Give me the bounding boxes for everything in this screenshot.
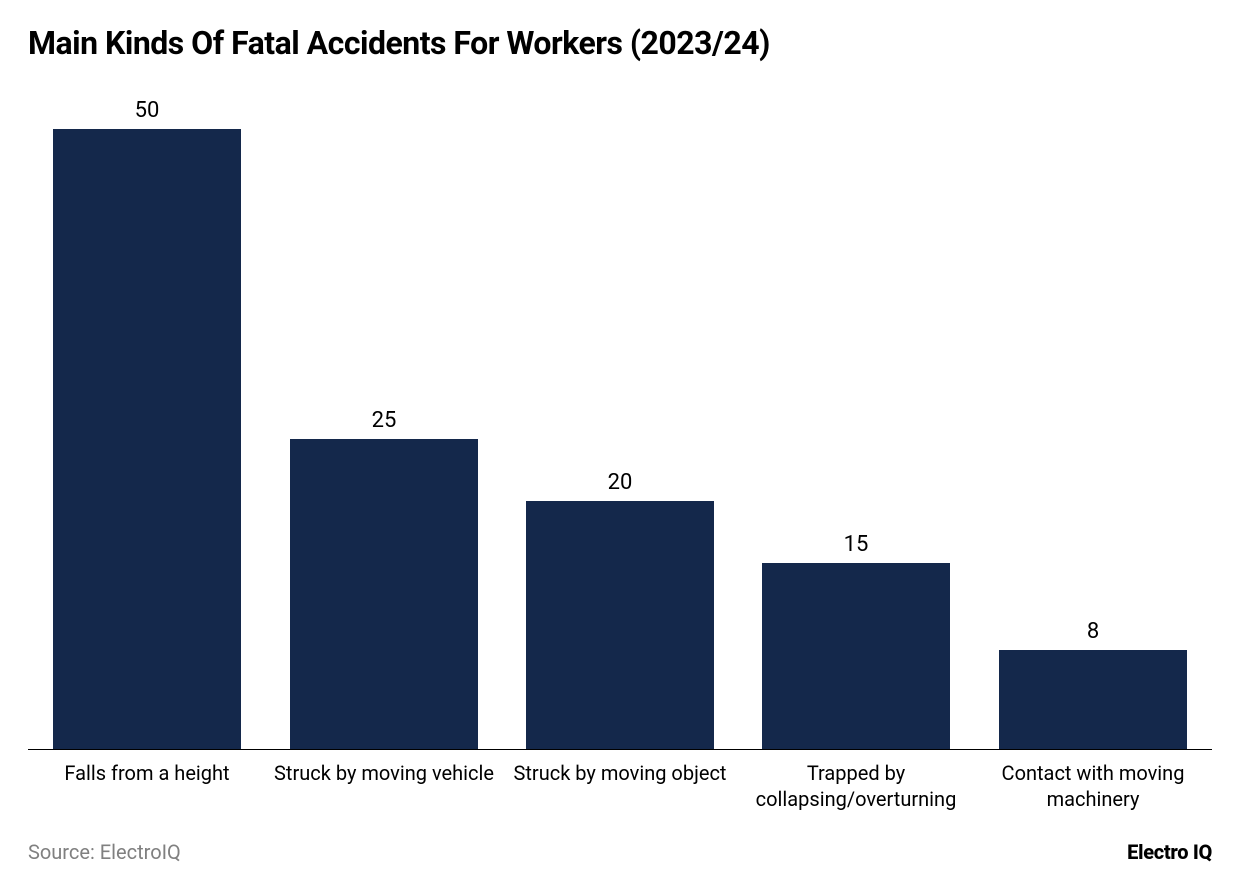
brand-logo-text: Electro IQ [1127,840,1212,864]
bar-group-2: 20 [526,470,714,749]
bar-group-0: 50 [53,98,241,749]
bar-group-4: 8 [999,619,1187,749]
bar-value-label: 15 [844,532,869,557]
chart-title: Main Kinds Of Fatal Accidents For Worker… [28,24,1212,62]
source-attribution: Source: ElectroIQ [28,840,181,864]
chart-plot-area: 50 25 20 15 8 [28,90,1212,750]
x-label-1: Struck by moving vehicle [266,760,503,786]
chart-baseline: 50 25 20 15 8 [28,90,1212,750]
bar-rect [762,563,950,749]
x-label-4: Contact with moving machinery [975,760,1212,812]
bar-value-label: 50 [135,98,160,123]
bar-rect [526,501,714,749]
x-label-3: Trapped by collapsing/overturning [738,760,975,812]
bar-rect [290,439,478,749]
bar-group-3: 15 [762,532,950,749]
bar-group-1: 25 [290,408,478,749]
bar-value-label: 20 [608,470,633,495]
bar-rect [999,650,1187,749]
bar-value-label: 8 [1087,619,1099,644]
chart-footer: Source: ElectroIQ Electro IQ [28,840,1212,864]
x-label-0: Falls from a height [29,760,266,786]
bar-value-label: 25 [372,408,397,433]
x-label-2: Struck by moving object [502,760,739,786]
bar-rect [53,129,241,749]
